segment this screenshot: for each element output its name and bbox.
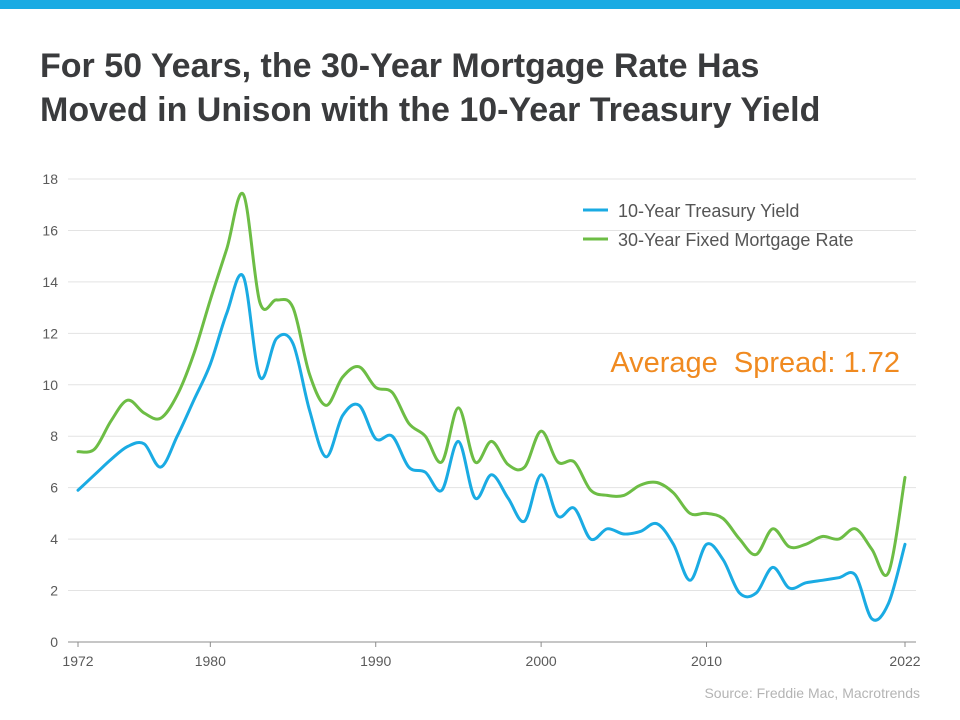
series-line-treasury-yield bbox=[76, 273, 907, 622]
y-tick-label-6: 6 bbox=[50, 480, 58, 496]
y-tick-label-4: 4 bbox=[50, 531, 58, 547]
title-line-2: Moved in Unison with the 10-Year Treasur… bbox=[40, 91, 821, 129]
average-spread-annotation: Average Spread: 1.72 bbox=[610, 347, 900, 379]
gridlines bbox=[68, 178, 916, 592]
x-tick-label-2010: 2010 bbox=[691, 653, 722, 669]
x-tick-label-2000: 2000 bbox=[526, 653, 557, 669]
x-tick-label-1990: 1990 bbox=[360, 653, 391, 669]
legend: 10-Year Treasury Yield 30-Year Fixed Mor… bbox=[583, 201, 853, 250]
x-axis: 1972 1980 1990 2000 2010 2022 bbox=[62, 641, 921, 669]
y-tick-label-18: 18 bbox=[42, 171, 58, 187]
y-tick-label-0: 0 bbox=[50, 634, 58, 650]
top-accent-bar bbox=[0, 0, 960, 9]
y-tick-label-12: 12 bbox=[42, 325, 58, 341]
series-lines bbox=[76, 191, 907, 622]
y-tick-label-8: 8 bbox=[50, 428, 58, 444]
y-tick-label-14: 14 bbox=[42, 274, 58, 290]
y-axis: 0 2 4 6 8 10 12 14 16 18 bbox=[42, 171, 58, 650]
page-title: For 50 Years, the 30-Year Mortgage Rate … bbox=[40, 44, 930, 132]
y-tick-label-10: 10 bbox=[42, 377, 58, 393]
series-line-mortgage-rate bbox=[76, 191, 907, 577]
y-tick-label-16: 16 bbox=[42, 222, 58, 238]
y-tick-label-2: 2 bbox=[50, 583, 58, 599]
x-tick-label-1972: 1972 bbox=[62, 653, 93, 669]
x-tick-label-2022: 2022 bbox=[889, 653, 920, 669]
legend-label-mortgage: 30-Year Fixed Mortgage Rate bbox=[618, 230, 853, 250]
legend-label-treasury: 10-Year Treasury Yield bbox=[618, 201, 799, 221]
title-line-1: For 50 Years, the 30-Year Mortgage Rate … bbox=[40, 47, 760, 85]
x-tick-label-1980: 1980 bbox=[195, 653, 226, 669]
source-note: Source: Freddie Mac, Macrotrends bbox=[704, 685, 920, 701]
